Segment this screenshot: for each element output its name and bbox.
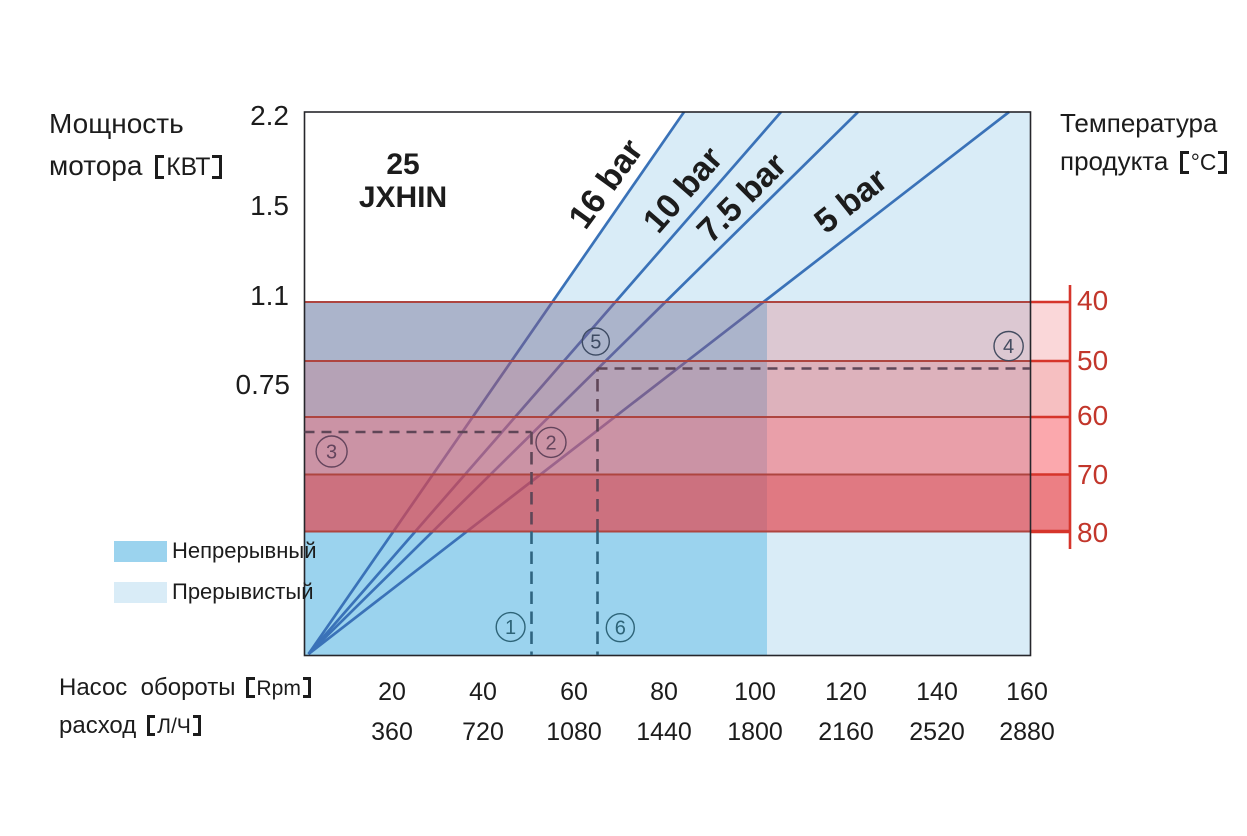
svg-text:4: 4 (1003, 336, 1014, 358)
svg-text:1: 1 (505, 617, 516, 639)
svg-text:5: 5 (590, 332, 601, 354)
svg-text:2: 2 (545, 432, 556, 454)
svg-text:3: 3 (326, 442, 337, 464)
svg-text:6: 6 (615, 618, 626, 640)
